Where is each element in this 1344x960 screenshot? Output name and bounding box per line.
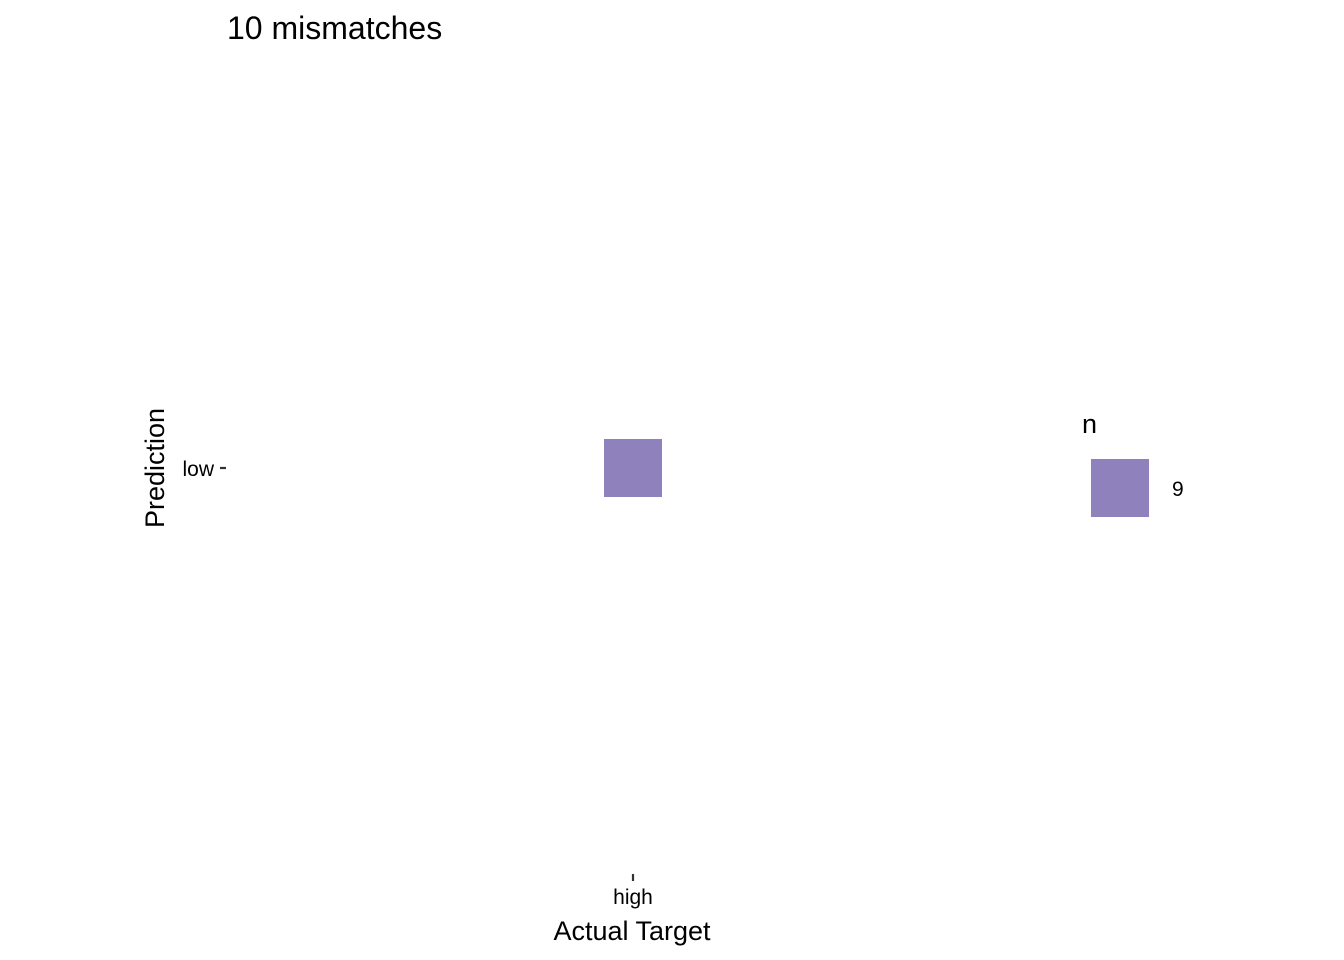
legend: n 9	[1082, 409, 1184, 517]
x-tick-label: high	[613, 886, 653, 909]
y-axis-title: Prediction	[140, 408, 170, 528]
x-axis-title: Actual Target	[553, 916, 711, 946]
y-tick-label: low	[182, 458, 214, 481]
heatmap-cell	[604, 439, 662, 497]
chart-title: 10 mismatches	[227, 10, 442, 46]
legend-label: 9	[1172, 478, 1184, 501]
legend-key	[1091, 459, 1149, 517]
plot-area: high low	[182, 439, 662, 909]
legend-title: n	[1082, 409, 1097, 439]
legend-entries: 9	[1091, 459, 1184, 517]
